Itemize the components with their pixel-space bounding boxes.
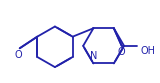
Text: OH: OH bbox=[140, 45, 155, 56]
Text: N: N bbox=[90, 51, 97, 61]
Text: O: O bbox=[118, 47, 125, 57]
Text: O: O bbox=[15, 50, 23, 60]
